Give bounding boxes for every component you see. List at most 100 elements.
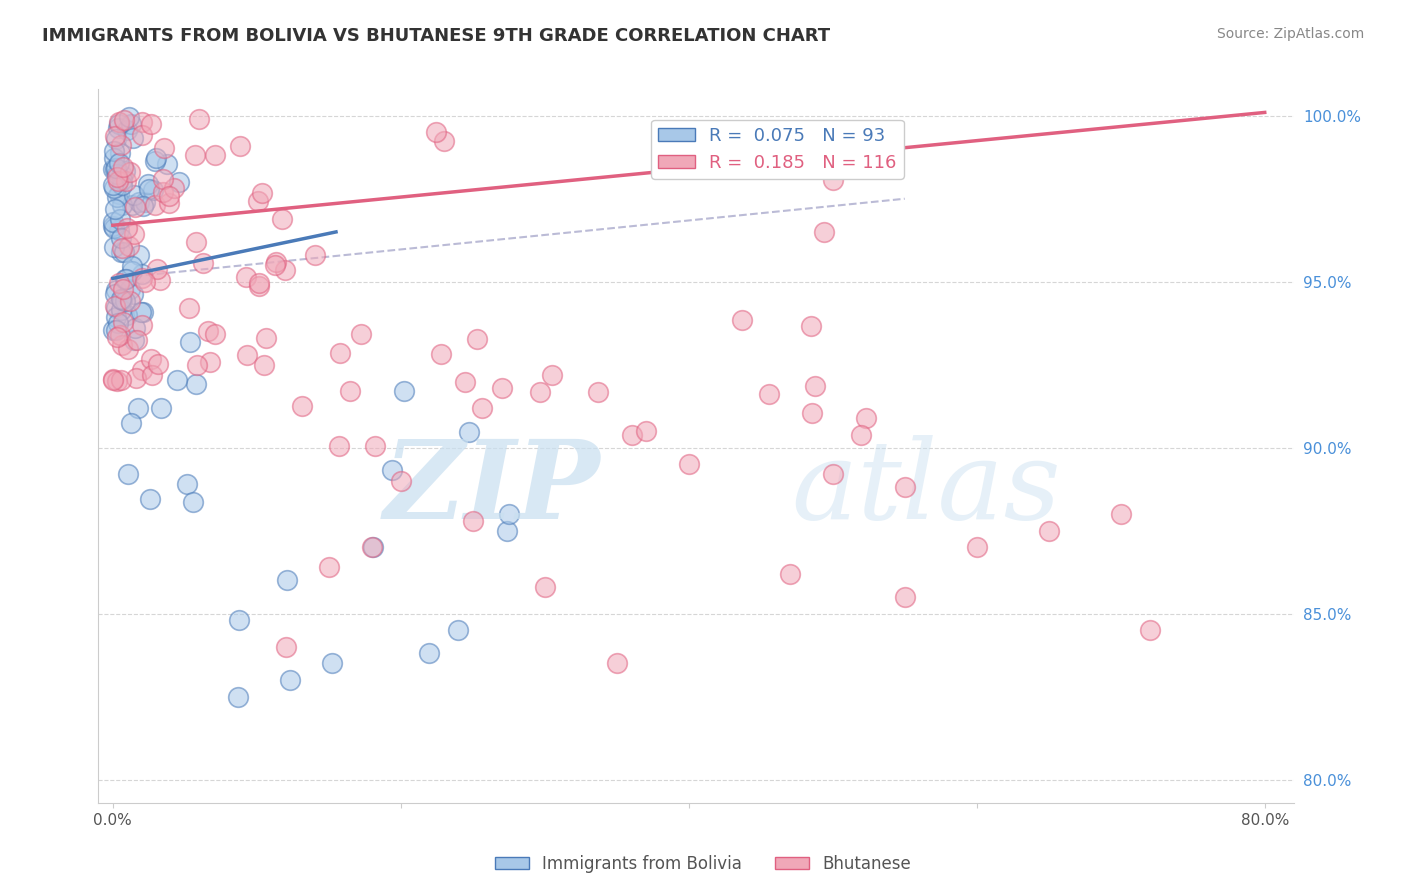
Point [104, 283, 127, 297]
Point [150, 401, 173, 415]
Point [108, 145, 131, 160]
Point [156, 157, 179, 171]
Point [533, 580, 555, 594]
Point [496, 524, 519, 538]
Point [188, 112, 211, 126]
Point [228, 613, 250, 627]
Point [115, 123, 138, 137]
Point [136, 177, 159, 191]
Point [101, 178, 124, 192]
Text: ZIP: ZIP [384, 435, 600, 542]
Point [146, 358, 169, 372]
Point [328, 439, 350, 453]
Point [758, 387, 780, 401]
Point [118, 165, 141, 179]
Point [821, 467, 844, 482]
Point [110, 137, 132, 152]
Point [105, 301, 128, 315]
Point [247, 276, 270, 290]
Point [1109, 507, 1132, 521]
Text: atlas: atlas [792, 435, 1062, 542]
Text: Source: ZipAtlas.com: Source: ZipAtlas.com [1216, 27, 1364, 41]
Text: IMMIGRANTS FROM BOLIVIA VS BHUTANESE 9TH GRADE CORRELATION CHART: IMMIGRANTS FROM BOLIVIA VS BHUTANESE 9TH… [42, 27, 831, 45]
Point [118, 281, 141, 295]
Point [893, 481, 915, 495]
Point [139, 118, 162, 132]
Point [491, 381, 513, 395]
Point [104, 287, 127, 301]
Point [471, 401, 494, 415]
Point [104, 202, 127, 216]
Point [280, 673, 302, 687]
Point [104, 310, 127, 325]
Point [107, 120, 129, 135]
Point [454, 375, 477, 389]
Point [127, 401, 149, 415]
Point [152, 172, 174, 186]
Point [176, 477, 198, 491]
Point [813, 226, 835, 240]
Point [855, 411, 877, 425]
Point [121, 259, 143, 273]
Legend: Immigrants from Bolivia, Bhutanese: Immigrants from Bolivia, Bhutanese [489, 848, 917, 880]
Point [110, 327, 132, 342]
Point [115, 174, 138, 188]
Point [157, 189, 180, 203]
Point [103, 221, 125, 235]
Point [250, 186, 273, 201]
Point [111, 293, 134, 307]
Point [849, 427, 872, 442]
Point [101, 219, 124, 233]
Point [104, 161, 127, 176]
Point [103, 162, 125, 177]
Point [104, 323, 127, 337]
Point [801, 406, 824, 420]
Point [124, 321, 146, 335]
Point [111, 338, 134, 352]
Point [186, 358, 208, 372]
Point [803, 149, 825, 163]
Point [110, 292, 132, 306]
Point [226, 690, 249, 704]
Point [339, 384, 361, 398]
Point [112, 113, 135, 128]
Point [186, 376, 208, 391]
Point [107, 316, 129, 330]
Point [111, 173, 134, 187]
Point [131, 128, 153, 143]
Point [103, 374, 125, 388]
Point [114, 164, 136, 178]
Point [678, 457, 700, 471]
Point [184, 235, 207, 250]
Point [114, 244, 136, 259]
Point [145, 151, 167, 165]
Point [361, 540, 384, 554]
Point [966, 540, 988, 554]
Point [108, 187, 131, 202]
Point [104, 299, 127, 313]
Point [117, 110, 139, 124]
Point [129, 305, 152, 319]
Point [122, 188, 145, 202]
Point [236, 348, 259, 362]
Point [621, 427, 644, 442]
Point [107, 276, 129, 290]
Point [163, 181, 186, 195]
Point [389, 474, 412, 488]
Point [586, 385, 609, 400]
Point [121, 264, 143, 278]
Point [132, 199, 155, 213]
Point [418, 647, 440, 661]
Point [458, 425, 481, 439]
Point [157, 195, 180, 210]
Point [197, 324, 219, 338]
Point [117, 342, 139, 356]
Point [465, 333, 488, 347]
Point [263, 258, 285, 272]
Point [108, 117, 131, 131]
Point [142, 183, 165, 197]
Point [803, 378, 825, 392]
Point [105, 190, 128, 204]
Point [430, 347, 453, 361]
Point [179, 301, 201, 315]
